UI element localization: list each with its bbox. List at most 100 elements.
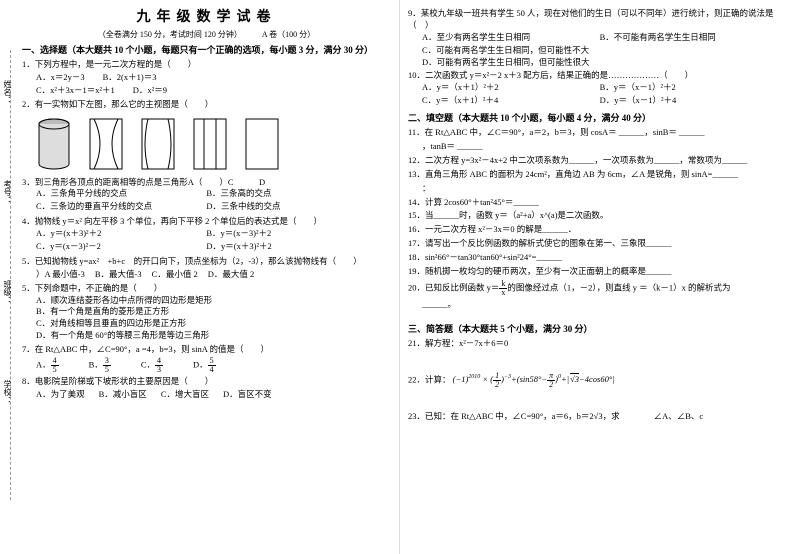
q9-opts-col: C．可能有两名学生生日相同，但可能性不大 D．可能有两名学生生日相同，但可能性很… <box>422 45 792 69</box>
q1-opts-row1: A．x＝2y－3 B．2(x＋1)＝3 <box>36 72 391 84</box>
q8-text: 8．电影院呈阶梯或下坡形状的主要原因是（ ） <box>22 376 391 388</box>
q7: 7．在 Rt△ABC 中，∠C=90°，a =4，b=3，则 sinA 的值是（… <box>22 344 391 374</box>
q6-opt-a: A．顺次连结菱形各边中点所得的四边形是矩形 <box>36 295 391 307</box>
q9-opts-row1: A．至少有两名学生生日相同 B．不可能有两名学生生日相同 <box>422 32 792 45</box>
q5-opt-d: D．最大值 2 <box>208 269 255 281</box>
q7a-den: 5 <box>51 366 59 374</box>
q5: 5．已知抛物线 y=ax² +b+c 的开口向下，顶点坐标为（2，-3），那么该… <box>22 256 391 281</box>
q9-opt-c: C．可能有两名学生生日相同，但可能性不大 <box>422 45 792 57</box>
q15: 15．当______时，函数 y＝（a²+a）x^(a)是二次函数。 <box>408 210 792 222</box>
q1-opt-d: D．x²＝9 <box>133 85 167 97</box>
q6: 5．下列命题中，不正确的是（ ） A．顺次连结菱形各边中点所得的四边形是矩形 B… <box>22 283 391 342</box>
q3-opt-c: C．三条边的垂直平分线的交点 <box>36 201 206 213</box>
q9-opt-a: A．至少有两名学生生日相同 <box>422 32 600 44</box>
q8-opt-c: C．增大盲区 <box>161 389 209 401</box>
q3-opt-b: B．三条高的交点 <box>206 188 376 200</box>
q5-text: 5．已知抛物线 y=ax² +b+c 的开口向下，顶点坐标为（2，-3），那么该… <box>22 256 391 268</box>
q4-opt-c: C．y＝(x－3)²－2 <box>36 241 206 253</box>
q5-opt-a: ）A 最小值-3 <box>36 269 85 281</box>
right-column: 9．某校九年级一班共有学生 50 人，现在对他们的生日（可以不同年）进行统计，则… <box>400 0 800 554</box>
section-2-head: 二、填空题（本大题共 10 个小题，每小题 4 分，满分 40 分） <box>408 111 792 124</box>
cylinder-solid-icon <box>36 117 72 171</box>
q7b-den: 5 <box>103 366 111 374</box>
q1: 1．下列方程中，是一元二次方程的是（ ） A．x＝2y－3 B．2(x＋1)＝3… <box>22 59 391 97</box>
q8: 8．电影院呈阶梯或下坡形状的主要原因是（ ） A．为了美观 B．减小盲区 C．增… <box>22 376 391 401</box>
q10-opts: A．y＝（x＋1）²＋2 B．y＝（x－1）²＋2 C．y＝（x＋1）²＋4 D… <box>422 82 792 108</box>
q1-opt-c: C．x²＋3x－1＝x²＋1 <box>36 85 115 97</box>
q10-opt-c: C．y＝（x＋1）²＋4 <box>422 95 600 107</box>
q1-text: 1．下列方程中，是一元二次方程的是（ ） <box>22 59 391 71</box>
q2-text: 2．有一实物如下左图，那么它的主视图是（ ） <box>22 99 391 111</box>
q7-opt-b: B．35 <box>89 357 111 374</box>
q4-opt-d: D．y＝(x＋3)²＋2 <box>206 241 376 253</box>
q9-opt-d: D．可能有两名学生生日相同，但可能性很大 <box>422 57 792 69</box>
q10-opt-b: B．y＝（x－1）²＋2 <box>600 82 778 94</box>
q9-opt-b: B．不可能有两名学生生日相同 <box>600 32 778 44</box>
q23: 23．已知：在 Rt△ABC 中，∠C=90°，a＝6，b＝2√3，求 ∠A、∠… <box>408 411 792 423</box>
q6-opt-b: B．有一个角是直角的菱形是正方形 <box>36 306 391 318</box>
q22: 22．计算： (−1)2010 × (12)−3+(sin58°−π2)0+|√… <box>408 372 792 389</box>
q21: 21．解方程：x²－7x＋6＝0 <box>408 338 792 350</box>
q1-opt-a: A．x＝2y－3 <box>36 72 85 84</box>
q12: 12．二次方程 y=3x²－4x+2 中二次项系数为______，一次项系数为_… <box>408 155 792 167</box>
q13b: ： <box>422 183 792 195</box>
q7-opt-c: C．43 <box>141 357 163 374</box>
q20: 20．已知反比例函数 y＝kx的图像经过点（1，－2），则直线 y ＝（k－1）… <box>408 280 792 297</box>
q4-text: 4．抛物线 y＝x² 向左平移 3 个单位，再向下平移 2 个单位后的表达式是（… <box>22 216 391 228</box>
q5-opt-b: B．最大值-3 <box>95 269 142 281</box>
q5-opt-c: C．最小值 2 <box>152 269 198 281</box>
left-column: 九年级数学试卷 （全卷满分 150 分，考试时间 120 分钟） A 卷（100… <box>0 0 400 554</box>
q7d-label: D． <box>193 359 208 369</box>
q16: 16．一元二次方程 x²－3x＝0 的解是______． <box>408 224 792 236</box>
q22-a: 22．计算： <box>408 374 453 384</box>
rect-plain-icon <box>244 117 280 171</box>
q4-opt-a: A．y＝(x＋3)²＋2 <box>36 228 206 240</box>
q10-text: 10．二次函数式 y＝x²－2 x＋3 配方后，结果正确的是………………（ ） <box>408 70 792 82</box>
q8-opt-b: B．减小盲区 <box>99 389 147 401</box>
q7a-label: A． <box>36 359 51 369</box>
q6-text: 5．下列命题中，不正确的是（ ） <box>22 283 391 295</box>
section-3-head: 三、简答题（本大题共 5 个小题，满分 30 分） <box>408 322 792 335</box>
q20-a: 20．已知反比例函数 y＝ <box>408 282 499 292</box>
q8-opt-d: D．盲区不变 <box>223 389 272 401</box>
q8-opts: A．为了美观 B．减小盲区 C．增大盲区 D．盲区不变 <box>36 389 391 401</box>
q11b: ，tanB＝ ______ <box>422 141 792 153</box>
q3-opts: A．三条角平分线的交点 B．三条高的交点 C．三条边的垂直平分线的交点 D．三条… <box>36 188 391 214</box>
q3: 3．到三角形各顶点的距离相等的点是三角形A（ ）C D A．三条角平分线的交点 … <box>22 177 391 215</box>
q19: 19．随机掷一枚均匀的硬币两次，至少有一次正面朝上的概率是______ <box>408 266 792 278</box>
q7-opt-a: A．45 <box>36 357 59 374</box>
q7c-den: 3 <box>155 366 163 374</box>
q7-opt-d: D．54 <box>193 357 216 374</box>
q4: 4．抛物线 y＝x² 向左平移 3 个单位，再向下平移 2 个单位后的表达式是（… <box>22 216 391 254</box>
q10: 10．二次函数式 y＝x²－2 x＋3 配方后，结果正确的是………………（ ） … <box>408 70 792 108</box>
q1-opt-b: B．2(x＋1)＝3 <box>103 72 157 84</box>
q3-opt-a: A．三条角平分线的交点 <box>36 188 206 200</box>
q4-opt-b: B．y＝(x－3)²＋2 <box>206 228 376 240</box>
q7-text: 7．在 Rt△ABC 中，∠C=90°，a =4，b=3，则 sinA 的值是（… <box>22 344 391 356</box>
q10-opt-a: A．y＝（x＋1）²＋2 <box>422 82 600 94</box>
q7c-label: C． <box>141 359 155 369</box>
q3-opt-d: D．三条中线的交点 <box>206 201 376 213</box>
q7-opts: A．45 B．35 C．43 D．54 <box>36 357 391 374</box>
q3-text: 3．到三角形各顶点的距离相等的点是三角形A（ ）C D <box>22 177 391 189</box>
q17: 17．请写出一个反比例函数的解析式使它的图象在第一、三象限______ <box>408 238 792 250</box>
q6-opts: A．顺次连结菱形各边中点所得的四边形是矩形 B．有一个角是直角的菱形是正方形 C… <box>36 295 391 343</box>
q4-opts: A．y＝(x＋3)²＋2 B．y＝(x－3)²＋2 C．y＝(x－3)²－2 D… <box>36 228 391 254</box>
q6-opt-c: C．对角线相等且垂直的四边形是正方形 <box>36 318 391 330</box>
section-1-head: 一、选择题（本大题共 10 个小题，每题只有一个正确的选项，每小题 3 分，满分… <box>22 43 391 56</box>
q22-expr: (−1)2010 × (12)−3+(sin58°−π2)0+|√3−4cos6… <box>453 374 615 384</box>
q5-opts: ）A 最小值-3 B．最大值-3 C．最小值 2 D．最大值 2 <box>36 269 391 281</box>
page-title: 九年级数学试卷 <box>22 6 391 26</box>
q2-shapes <box>36 117 391 171</box>
q10-opt-d: D．y＝（x－1）²＋4 <box>600 95 778 107</box>
q9-text: 9．某校九年级一班共有学生 50 人，现在对他们的生日（可以不同年）进行统计，则… <box>408 8 792 32</box>
q1-opts-row2: C．x²＋3x－1＝x²＋1 D．x²＝9 <box>36 85 391 97</box>
q7b-label: B． <box>89 359 103 369</box>
q9: 9．某校九年级一班共有学生 50 人，现在对他们的生日（可以不同年）进行统计，则… <box>408 8 792 68</box>
q20c: ______。 <box>422 299 792 311</box>
q14: 14．计算 2cos60°＋tan²45°＝______ <box>408 197 792 209</box>
q20-b: 的图像经过点（1，－2），则直线 y ＝（k－1）x 的解析式为 <box>507 282 730 292</box>
q7d-den: 4 <box>208 366 216 374</box>
exam-info: （全卷满分 150 分，考试时间 120 分钟） A 卷（100 分） <box>22 29 391 40</box>
barrel-shape-icon <box>140 117 176 171</box>
